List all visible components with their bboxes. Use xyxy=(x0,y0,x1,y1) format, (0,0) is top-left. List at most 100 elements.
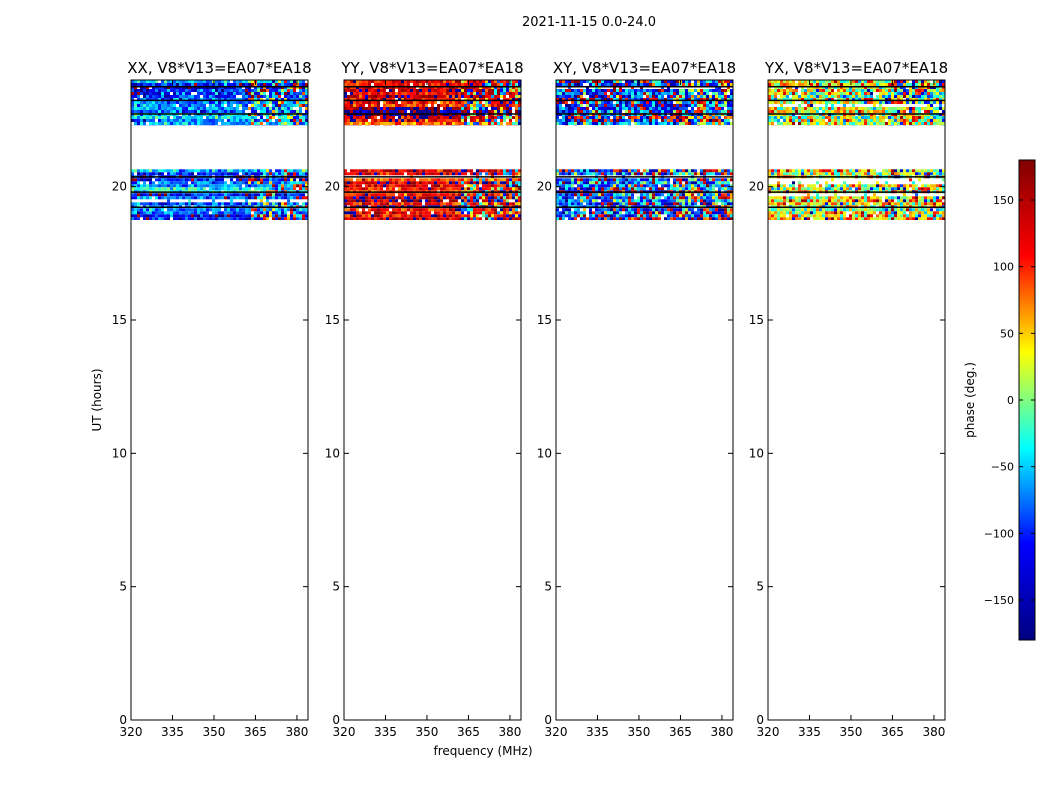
phase-cell xyxy=(185,92,188,95)
phase-cell xyxy=(503,95,506,98)
phase-cell xyxy=(353,119,356,122)
phase-cell xyxy=(679,95,682,98)
phase-cell xyxy=(485,214,488,218)
phase-cell xyxy=(206,95,209,98)
phase-cell xyxy=(299,104,302,107)
phase-cell xyxy=(601,202,604,206)
phase-cell xyxy=(251,193,254,197)
phase-cell xyxy=(452,172,455,176)
phase-cell xyxy=(155,214,158,218)
phase-cell xyxy=(383,107,386,110)
phase-cell xyxy=(188,110,191,113)
phase-cell xyxy=(380,184,383,188)
phase-cell xyxy=(577,211,580,215)
phase-cell xyxy=(556,101,559,104)
phase-cell xyxy=(559,199,562,203)
phase-cell xyxy=(640,196,643,200)
phase-cell xyxy=(383,119,386,122)
phase-cell xyxy=(419,95,422,98)
phase-cell xyxy=(371,202,374,206)
phase-cell xyxy=(284,110,287,113)
phase-cell xyxy=(437,116,440,119)
phase-cell xyxy=(293,202,296,206)
phase-cell xyxy=(428,95,431,98)
phase-cell xyxy=(254,116,257,119)
phase-cell xyxy=(350,110,353,113)
phase-cell xyxy=(167,181,170,185)
phase-cell xyxy=(158,116,161,119)
phase-cell xyxy=(359,178,362,182)
phase-cell xyxy=(362,80,365,83)
phase-cell xyxy=(350,80,353,83)
phase-cell xyxy=(260,202,263,206)
phase-cell xyxy=(515,92,518,95)
phase-cell xyxy=(194,214,197,218)
phase-cell xyxy=(302,172,305,176)
phase-cell xyxy=(562,101,565,104)
phase-cell xyxy=(482,80,485,83)
phase-cell xyxy=(353,211,356,215)
phase-cell xyxy=(392,169,395,173)
phase-cell xyxy=(347,122,350,125)
phase-cell xyxy=(365,122,368,125)
phase-cell xyxy=(302,83,305,86)
phase-cell xyxy=(293,184,296,188)
phase-cell xyxy=(146,101,149,104)
phase-cell xyxy=(476,92,479,95)
phase-cell xyxy=(296,202,299,206)
phase-cell xyxy=(640,83,643,86)
phase-cell xyxy=(398,178,401,182)
phase-cell xyxy=(473,104,476,107)
phase-cell xyxy=(431,217,434,220)
phase-cell xyxy=(577,92,580,95)
phase-cell xyxy=(140,122,143,125)
phase-cell xyxy=(206,92,209,95)
phase-cell xyxy=(299,187,302,191)
phase-cell xyxy=(574,217,577,220)
phase-cell xyxy=(565,196,568,200)
phase-cell xyxy=(134,116,137,119)
phase-cell xyxy=(670,208,673,212)
phase-cell xyxy=(419,202,422,206)
phase-cell xyxy=(236,80,239,83)
phase-cell xyxy=(440,178,443,182)
phase-cell xyxy=(416,83,419,86)
phase-cell xyxy=(637,98,640,101)
phase-cell xyxy=(488,104,491,107)
phase-cell xyxy=(158,110,161,113)
phase-cell xyxy=(470,169,473,173)
phase-cell xyxy=(518,187,521,191)
phase-cell xyxy=(688,92,691,95)
phase-cell xyxy=(500,208,503,212)
phase-cell xyxy=(473,172,476,176)
phase-cell xyxy=(362,196,365,200)
phase-cell xyxy=(494,178,497,182)
phase-cell xyxy=(628,208,631,212)
phase-cell xyxy=(431,169,434,173)
phase-cell xyxy=(221,217,224,220)
phase-cell xyxy=(431,202,434,206)
phase-cell xyxy=(146,187,149,191)
phase-cell xyxy=(368,83,371,86)
phase-cell xyxy=(577,196,580,200)
phase-cell xyxy=(344,83,347,86)
phase-cell xyxy=(664,208,667,212)
phase-cell xyxy=(377,214,380,218)
phase-cell xyxy=(574,89,577,92)
phase-cell xyxy=(670,83,673,86)
phase-cell xyxy=(245,172,248,176)
phase-cell xyxy=(428,208,431,212)
phase-cell xyxy=(706,83,709,86)
phase-cell xyxy=(188,122,191,125)
phase-cell xyxy=(700,169,703,173)
phase-cell xyxy=(577,98,580,101)
phase-cell xyxy=(703,80,706,83)
phase-cell xyxy=(392,199,395,203)
phase-cell xyxy=(203,169,206,173)
phase-cell xyxy=(458,178,461,182)
phase-cell xyxy=(290,184,293,188)
phase-cell xyxy=(287,116,290,119)
phase-cell xyxy=(464,92,467,95)
phase-cell xyxy=(242,208,245,212)
phase-cell xyxy=(449,187,452,191)
